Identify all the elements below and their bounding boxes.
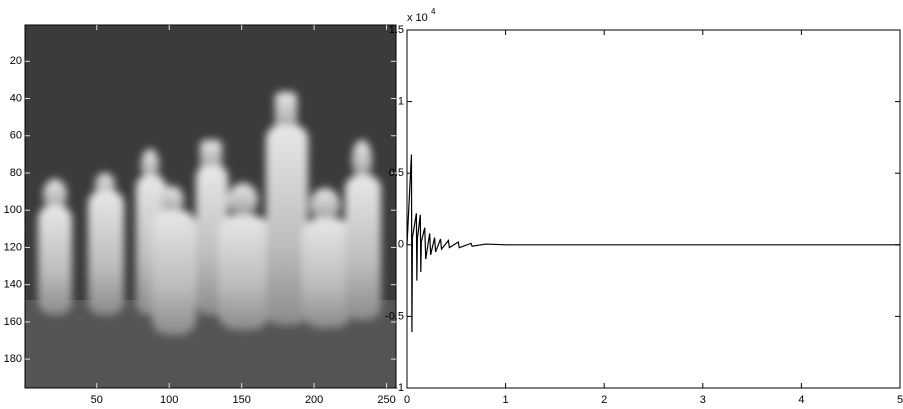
y-tick-label: 140 — [4, 279, 22, 291]
image — [25, 25, 396, 388]
y-tick-label: 120 — [4, 241, 22, 253]
x-tick-label: 100 — [160, 394, 178, 406]
x-tick-label: 200 — [305, 394, 323, 406]
y-tick-label: 20 — [10, 55, 22, 67]
x-tick-label: 3 — [700, 394, 706, 406]
y-tick-label: 100 — [4, 204, 22, 216]
y-tick-label: 160 — [4, 316, 22, 328]
x-tick-label: 4 — [798, 394, 804, 406]
x-tick-label: 50 — [91, 394, 103, 406]
axis-multiplier-exponent: 4 — [431, 7, 436, 16]
x-tick-label: 2 — [601, 394, 607, 406]
axis-multiplier: x 10 — [407, 12, 428, 24]
page: {"chart_data": [ {"type": "image", "xlim… — [0, 0, 903, 409]
y-tick-label: 1.5 — [389, 24, 404, 36]
figure: x 10 4 501001502002502040608010012014016… — [0, 0, 903, 409]
x-tick-label: 150 — [232, 394, 250, 406]
y-tick-label: 0 — [398, 239, 404, 251]
x-tick-label: 0 — [404, 394, 410, 406]
y-tick-label: 60 — [10, 130, 22, 142]
signal-line — [407, 155, 900, 333]
y-tick-label: 40 — [10, 92, 22, 104]
y-tick-label: -0.5 — [385, 310, 404, 322]
y-tick-label: 0.5 — [389, 167, 404, 179]
x-tick-label: 5 — [897, 394, 903, 406]
x-tick-label: 250 — [377, 394, 395, 406]
y-tick-label: 80 — [10, 167, 22, 179]
y-tick-label: 180 — [4, 353, 22, 365]
y-tick-label: -1 — [394, 382, 404, 394]
y-tick-label: 1 — [398, 96, 404, 108]
plot-frame — [407, 30, 900, 388]
x-tick-label: 1 — [503, 394, 509, 406]
